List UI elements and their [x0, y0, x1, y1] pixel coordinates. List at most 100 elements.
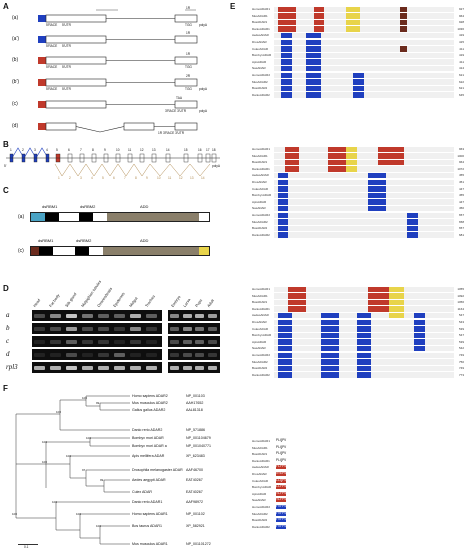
- gel-band: [114, 339, 125, 344]
- species-name: DanioADAR1: [252, 458, 270, 463]
- panel-f-letter: F: [3, 384, 8, 393]
- exon-number-lower: 7: [124, 176, 126, 180]
- stop-codon: TGG: [185, 23, 192, 27]
- taxon-name: Drosophila melanogaster ADAR: [132, 467, 183, 472]
- alignment-row: HomoADAR2 621: [252, 72, 464, 79]
- residue-number: 455: [458, 173, 464, 178]
- residue-number: 450: [458, 206, 464, 211]
- taxon-accession: AAF98972: [186, 499, 203, 504]
- gel-band: [195, 326, 204, 331]
- gel-band: [82, 313, 93, 318]
- taxon-accession: NP_001102: [186, 511, 205, 516]
- stage-label: Adult: [206, 298, 215, 308]
- gel-image-tissues: [32, 349, 162, 360]
- polya-tag: polyA: [199, 109, 207, 113]
- residue-number: 928: [458, 20, 464, 25]
- species-name: NasADAR: [252, 498, 266, 503]
- species-name: HomoADAR1: [252, 147, 271, 151]
- residue-number: 773: [458, 372, 464, 377]
- sequence-track: [274, 153, 454, 159]
- alignment-row: AedesADAR 547: [252, 312, 464, 319]
- conserved-block: [367, 172, 386, 179]
- gel-band: [207, 352, 217, 357]
- gel-image-stages: [168, 362, 220, 373]
- alignment-row: MusADAR1 964: [252, 13, 464, 20]
- conserved-block: [328, 146, 346, 152]
- gel-band: [146, 339, 157, 344]
- alignment-tail-row: ApisADAR YLFPV: [252, 491, 372, 498]
- conserved-block: [288, 299, 307, 306]
- conserved-block: [414, 332, 426, 339]
- gel-band: [146, 352, 157, 357]
- alignment-row: DanioADAR1 1072: [252, 166, 464, 173]
- residue-number: 539: [458, 326, 464, 331]
- conserved-block: [378, 159, 404, 166]
- species-name: DanioADAR1: [252, 26, 270, 31]
- gel-band: [50, 339, 61, 344]
- conserved-block: [313, 6, 325, 12]
- residue-number: 547: [458, 313, 464, 318]
- residue-number: 963: [458, 147, 464, 151]
- conserved-block: [277, 6, 296, 12]
- panel-f: F: [0, 384, 225, 550]
- gel-band: [50, 352, 61, 357]
- alignment-row: NasADAR 542: [252, 345, 464, 352]
- dsrbm1-label: dsRBM1: [42, 204, 58, 209]
- sequence-track: [274, 46, 454, 52]
- gel-band: [130, 352, 141, 357]
- alignment-tail-row: DanioADAR2 FVFPV: [252, 524, 372, 531]
- taxon-accession: XP_623483: [186, 453, 205, 458]
- dsrbm1-label: dsRBM1: [38, 238, 54, 243]
- alignment-tail-row: DrosADAR VYEPV: [252, 471, 372, 478]
- conserved-block: [306, 39, 321, 45]
- alignment-block: HomoADAR1 1055 MusADAR1 1092 BosADAR1 1056 Dan…: [252, 286, 464, 378]
- gel-band: [182, 352, 192, 357]
- exon-number-lower: 1: [58, 176, 60, 180]
- conserved-block: [367, 286, 390, 292]
- conserved-block: [346, 146, 357, 152]
- row-label: (a): [18, 214, 25, 220]
- conserved-block: [389, 299, 404, 306]
- protein-row-a: (a) dsRBM1 dsRBM2 ADD: [0, 200, 225, 230]
- residue-number: 539: [458, 339, 464, 344]
- alignment-row: HomoADAR1 1055: [252, 286, 464, 293]
- tissue-label: Midgut: [128, 296, 139, 308]
- residue-number: 447: [458, 186, 464, 191]
- gel-band: [98, 352, 109, 357]
- conserved-block: [277, 199, 289, 205]
- taxon-accession: NP_001104679: [186, 435, 211, 440]
- residue-number: 411: [459, 46, 464, 51]
- gel-band: [170, 339, 179, 344]
- alignment-row: BosADAR1 1056: [252, 299, 464, 306]
- gel-band: [182, 339, 192, 344]
- species-name: MusADAR2: [252, 511, 268, 516]
- alignment-tail-row: BosADAR2 FVFPV: [252, 517, 372, 524]
- panel-b-letter: B: [3, 140, 9, 149]
- panel-d: D Head Fat body Silk gland Malpighian tubul…: [0, 280, 225, 378]
- exon-number: 9: [104, 148, 106, 152]
- conserved-block: [320, 332, 339, 339]
- dsrbm1-domain: [39, 247, 53, 255]
- alignment-row: CulexADAR 447: [252, 186, 464, 193]
- gel-band: [114, 313, 125, 318]
- residue-number: 415: [458, 40, 464, 44]
- residue-number: 657: [458, 226, 464, 231]
- transcript-row-c: [38, 100, 198, 109]
- c-terminal-segment: [199, 247, 209, 255]
- exon-number-lower: 5: [102, 176, 104, 180]
- transcript-diagram: [38, 9, 198, 133]
- species-name: BombyxADAR: [252, 193, 272, 198]
- conserved-block: [367, 205, 386, 212]
- sequence-alignment: HomoADAR1 927 MusADAR1 964 BosADAR1 928 DanioA…: [252, 4, 464, 544]
- alignment-tail-row: BosADAR1 PLQPV: [252, 451, 372, 458]
- five-prime-label: 5': [4, 164, 7, 168]
- gel-band: [66, 326, 77, 331]
- conserved-block: [306, 72, 321, 78]
- gel-band: [66, 352, 77, 357]
- gel-band: [130, 365, 141, 370]
- taxon-name: Mus musculus ADAR2: [132, 400, 168, 405]
- gel-image-stages: [168, 310, 220, 321]
- exon-number-lower: 10: [157, 176, 161, 180]
- conserved-block: [320, 365, 339, 372]
- gel-band: [207, 326, 217, 331]
